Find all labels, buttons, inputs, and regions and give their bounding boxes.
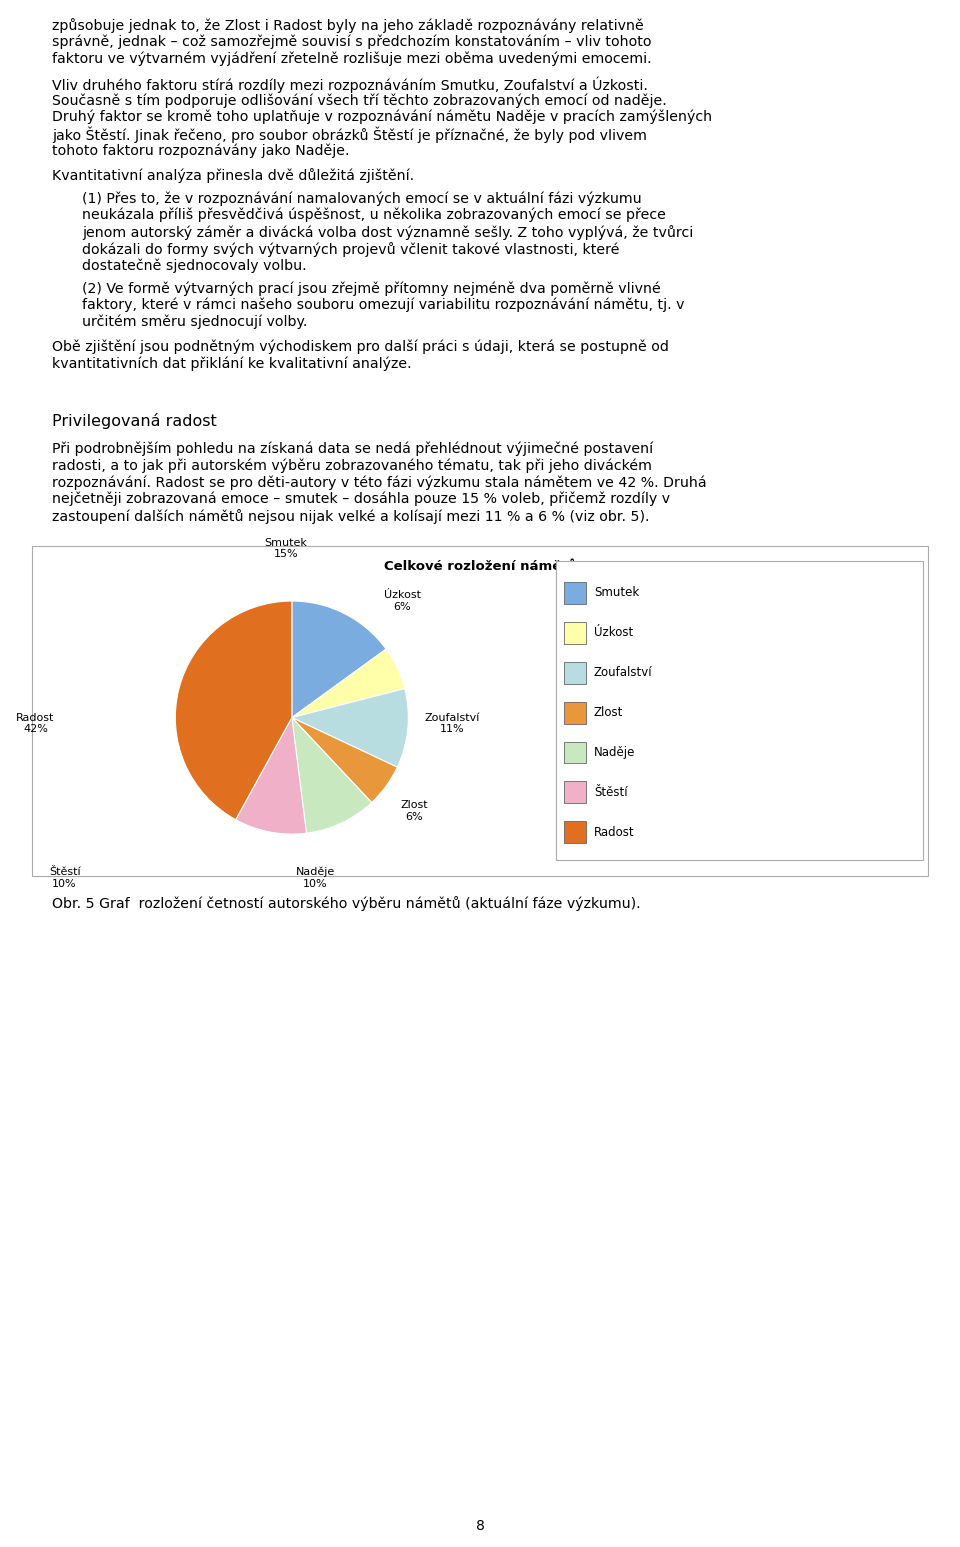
Text: Zlost: Zlost bbox=[594, 705, 623, 719]
Text: zastoupení dalších námětů nejsou nijak velké a kolísají mezi 11 % a 6 % (viz obr: zastoupení dalších námětů nejsou nijak v… bbox=[52, 509, 650, 524]
Text: faktoru ve výtvarném vyjádření zřetelně rozlišuje mezi oběma uvedenými emocemi.: faktoru ve výtvarném vyjádření zřetelně … bbox=[52, 51, 652, 67]
Text: Obr. 5 Graf  rozložení četností autorského výběru námětů (aktuální fáze výzkumu): Obr. 5 Graf rozložení četností autorskéh… bbox=[52, 896, 640, 911]
Text: Vliv druhého faktoru stírá rozdíly mezi rozpoznáváním Smutku, Zoufalství a Úzkos: Vliv druhého faktoru stírá rozdíly mezi … bbox=[52, 76, 648, 93]
Text: dokázali do formy svých výtvarných projevů včlenit takové vlastnosti, které: dokázali do formy svých výtvarných proje… bbox=[82, 241, 619, 257]
Text: nejčetněji zobrazovaná emoce – smutek – dosáhla pouze 15 % voleb, přičemž rozdíl: nejčetněji zobrazovaná emoce – smutek – … bbox=[52, 492, 670, 506]
Wedge shape bbox=[292, 688, 408, 767]
Text: Při podrobnějším pohledu na získaná data se nedá přehlédnout výjimečné postavení: Při podrobnějším pohledu na získaná data… bbox=[52, 441, 653, 456]
Wedge shape bbox=[292, 718, 397, 803]
Text: faktory, které v rámci našeho souboru omezují variabilitu rozpoznávání námětu, t: faktory, které v rámci našeho souboru om… bbox=[82, 299, 684, 312]
Text: Radost
42%: Radost 42% bbox=[16, 713, 55, 735]
Text: Současně s tím podporuje odlišování všech tří těchto zobrazovaných emocí od nadě: Současně s tím podporuje odlišování všec… bbox=[52, 93, 667, 108]
Text: tohoto faktoru rozpoznávány jako Naděje.: tohoto faktoru rozpoznávány jako Naděje. bbox=[52, 144, 349, 158]
Text: dostatečně sjednocovaly volbu.: dostatečně sjednocovaly volbu. bbox=[82, 258, 306, 272]
Text: Zoufalství: Zoufalství bbox=[594, 667, 653, 679]
Text: Celkové rozložení námětů: Celkové rozložení námětů bbox=[383, 560, 577, 572]
Text: Úzkost
6%: Úzkost 6% bbox=[384, 591, 421, 611]
Text: radosti, a to jak při autorském výběru zobrazovaného tématu, tak při jeho diváck: radosti, a to jak při autorském výběru z… bbox=[52, 458, 652, 473]
Text: jenom autorský záměr a divácká volba dost významně sešly. Z toho vyplývá, že tvů: jenom autorský záměr a divácká volba dos… bbox=[82, 224, 693, 240]
Text: Obě zjištění jsou podnětným východiskem pro další práci s údaji, která se postup: Obě zjištění jsou podnětným východiskem … bbox=[52, 340, 669, 354]
Text: Zlost
6%: Zlost 6% bbox=[400, 800, 428, 821]
Text: kvantitativních dat přiklání ke kvalitativní analýze.: kvantitativních dat přiklání ke kvalitat… bbox=[52, 356, 412, 371]
Text: Naděje
10%: Naděje 10% bbox=[296, 866, 335, 890]
Text: Kvantitativní analýza přinesla dvě důležitá zjištění.: Kvantitativní analýza přinesla dvě důlež… bbox=[52, 169, 414, 184]
Text: Štěstí: Štěstí bbox=[594, 786, 628, 798]
Text: Zoufalství
11%: Zoufalství 11% bbox=[424, 713, 480, 735]
Text: (1) Přes to, že v rozpoznávání namalovaných emocí se v aktuální fázi výzkumu: (1) Přes to, že v rozpoznávání namalovan… bbox=[82, 192, 641, 206]
Text: určitém směru sjednocují volby.: určitém směru sjednocují volby. bbox=[82, 314, 307, 330]
Text: neukázala příliš přesvědčivá úspěšnost, u několika zobrazovaných emocí se přece: neukázala příliš přesvědčivá úspěšnost, … bbox=[82, 207, 666, 223]
Text: (2) Ve formě výtvarných prací jsou zřejmě přítomny nejméně dva poměrně vlivné: (2) Ve formě výtvarných prací jsou zřejm… bbox=[82, 282, 660, 295]
Text: správně, jednak – což samozřejmě souvisí s předchozím konstatováním – vliv tohot: správně, jednak – což samozřejmě souvisí… bbox=[52, 34, 652, 50]
Wedge shape bbox=[292, 650, 405, 718]
Text: Úzkost: Úzkost bbox=[594, 627, 633, 639]
Bar bbox=[32, 546, 928, 876]
Text: 8: 8 bbox=[475, 1519, 485, 1533]
Text: Smutek
15%: Smutek 15% bbox=[265, 538, 307, 560]
Text: Radost: Radost bbox=[594, 826, 635, 838]
Text: Druhý faktor se kromě toho uplatňuje v rozpoznávání námětu Naděje v pracích zamý: Druhý faktor se kromě toho uplatňuje v r… bbox=[52, 110, 712, 124]
Text: Naděje: Naděje bbox=[594, 746, 636, 760]
Wedge shape bbox=[236, 718, 306, 834]
Text: jako Štěstí. Jinak řečeno, pro soubor obrázků Štěstí je příznačné, že byly pod v: jako Štěstí. Jinak řečeno, pro soubor ob… bbox=[52, 127, 647, 144]
Text: Smutek: Smutek bbox=[594, 586, 639, 600]
Text: rozpoznávání. Radost se pro děti-autory v této fázi výzkumu stala námětem ve 42 : rozpoznávání. Radost se pro děti-autory … bbox=[52, 475, 707, 490]
Wedge shape bbox=[292, 718, 372, 834]
Wedge shape bbox=[292, 602, 386, 718]
Text: způsobuje jednak to, že Zlost i Radost byly na jeho základě rozpoznávány relativ: způsobuje jednak to, že Zlost i Radost b… bbox=[52, 19, 644, 32]
Text: Privilegovaná radost: Privilegovaná radost bbox=[52, 413, 217, 429]
Wedge shape bbox=[176, 602, 292, 820]
Text: Štěstí
10%: Štěstí 10% bbox=[49, 866, 81, 888]
